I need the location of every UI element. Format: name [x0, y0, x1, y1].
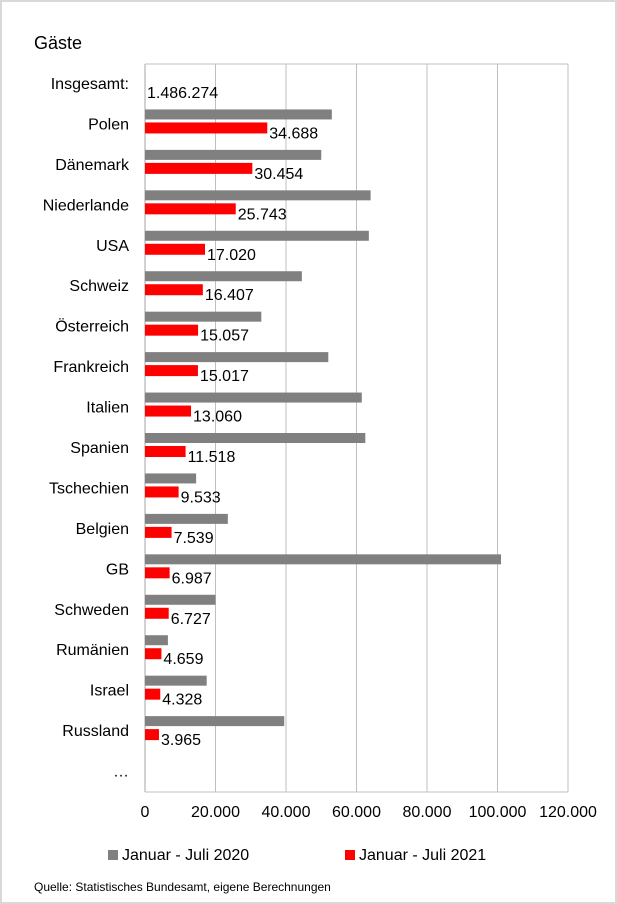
- category-label: Tschechien: [49, 480, 129, 497]
- category-label: Rumänien: [56, 642, 129, 659]
- bar-2020: [145, 149, 322, 160]
- bar-2020: [145, 190, 371, 201]
- category-label: …: [113, 764, 129, 781]
- category-label: Dänemark: [55, 157, 130, 174]
- category-label: USA: [96, 238, 129, 255]
- data-labels: 1.486.274 34.688 30.454 25.743 17.020 16.407 1…: [147, 85, 318, 749]
- bar-2020: [145, 473, 197, 484]
- x-tick-label: 40.000: [262, 804, 311, 821]
- bar-2020: [145, 311, 262, 322]
- category-label: Belgien: [76, 521, 129, 538]
- legend-label: Januar - Juli 2021: [359, 847, 486, 864]
- data-label: 6.987: [172, 570, 212, 587]
- bar-2021: [145, 446, 186, 457]
- bar-2021: [145, 567, 170, 579]
- category-label: GB: [106, 561, 129, 578]
- bar-2021: [145, 486, 179, 498]
- bar-2021: [145, 122, 268, 134]
- data-label: 15.017: [200, 368, 249, 385]
- bar-2021: [145, 688, 161, 700]
- data-label: 4.328: [162, 692, 202, 709]
- bar-2020: [145, 675, 207, 686]
- source-note: Quelle: Statistisches Bundesamt, eigene …: [34, 880, 331, 894]
- bar-2021: [145, 729, 159, 741]
- bar-2020: [145, 513, 228, 524]
- x-tick-label: 80.000: [403, 804, 452, 821]
- legend-swatch: [108, 850, 118, 860]
- bar-2021: [145, 324, 199, 336]
- bar-2021: [145, 203, 236, 215]
- data-label: 3.965: [161, 732, 201, 749]
- bar-2021: [145, 607, 169, 619]
- bar-2020: [145, 433, 366, 443]
- x-axis-tick-labels: 0 20.000 40.000 60.000 80.000 100.000 120.000: [141, 804, 597, 821]
- category-labels: Insgesamt: Polen Dänemark Niederlande USA Sch…: [43, 76, 130, 781]
- data-label: 1.486.274: [147, 85, 218, 102]
- category-label: Polen: [88, 116, 129, 133]
- x-tick-label: 0: [141, 804, 150, 821]
- category-label: Schweiz: [69, 278, 129, 295]
- bar-2021: [145, 648, 162, 660]
- data-label: 15.057: [200, 328, 249, 345]
- bar-2020: [145, 594, 216, 605]
- category-label: Insgesamt:: [51, 76, 129, 93]
- bar-2020: [145, 392, 362, 403]
- data-label: 34.688: [269, 125, 318, 142]
- category-label: Spanien: [70, 440, 129, 457]
- data-label: 9.533: [181, 489, 221, 506]
- data-label: 4.659: [163, 651, 203, 668]
- bar-2020: [145, 271, 302, 282]
- bar-2021: [145, 526, 172, 538]
- bar-2021: [145, 365, 198, 377]
- category-label: Israel: [90, 683, 129, 700]
- category-label: Schweden: [54, 602, 129, 619]
- data-label: 16.407: [205, 287, 254, 304]
- legend-swatch: [345, 850, 355, 860]
- bar-2021: [145, 162, 253, 174]
- category-label: Russland: [62, 723, 129, 740]
- category-label: Österreich: [55, 318, 129, 336]
- bar-2021: [145, 243, 205, 255]
- data-label: 7.539: [174, 530, 214, 547]
- bars: [145, 109, 502, 741]
- legend: Januar - Juli 2020 Januar - Juli 2021: [108, 847, 486, 864]
- data-label: 30.454: [254, 166, 303, 183]
- data-label: 6.727: [171, 611, 211, 628]
- data-label: 25.743: [238, 206, 287, 223]
- x-tick-label: 20.000: [191, 804, 240, 821]
- bar-2021: [145, 405, 192, 417]
- x-tick-label: 60.000: [332, 804, 381, 821]
- category-label: Frankreich: [53, 359, 129, 376]
- data-label: 17.020: [207, 247, 256, 264]
- category-label: Niederlande: [43, 197, 129, 214]
- data-label: 13.060: [193, 409, 242, 426]
- category-label: Italien: [86, 400, 129, 417]
- x-tick-label: 120.000: [539, 804, 597, 821]
- bar-2020: [145, 109, 332, 120]
- bar-2020: [145, 554, 502, 565]
- legend-label: Januar - Juli 2020: [122, 847, 249, 864]
- x-tick-label: 100.000: [469, 804, 527, 821]
- bar-2020: [145, 716, 285, 727]
- chart-title: Gäste: [34, 33, 82, 53]
- bar-2021: [145, 284, 203, 296]
- gridlines: [144, 63, 569, 793]
- data-label: 11.518: [188, 449, 236, 466]
- bar-2020: [145, 635, 168, 646]
- bar-2020: [145, 230, 369, 241]
- bar-2020: [145, 352, 329, 363]
